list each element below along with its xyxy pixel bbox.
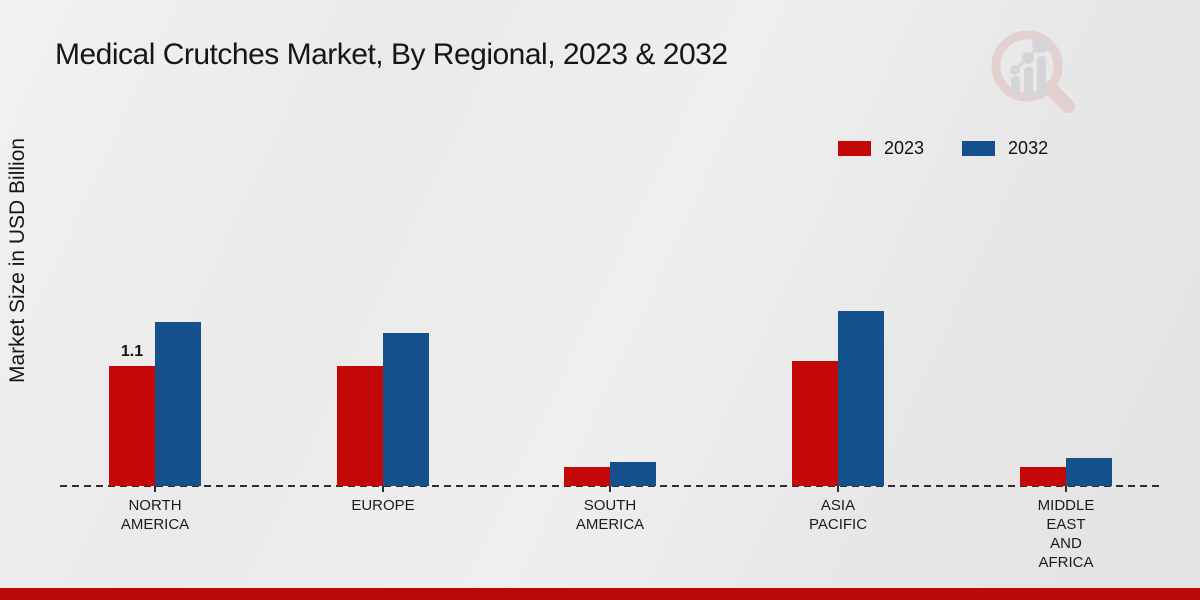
x-axis-tick-middle-east-and-africa [1065,486,1067,492]
x-axis-label-line: PACIFIC [808,516,868,533]
x-axis-label-line: AMERICA [120,516,190,533]
bar-north-america-2023 [109,366,155,486]
x-axis-label-line: AND [1050,535,1082,552]
legend: 2023 2032 [838,138,1048,159]
x-axis-label-line: MIDDLE [1037,497,1095,514]
x-axis-tick-north-america [154,486,156,492]
bar-asia-pacific-2023 [792,360,838,486]
footer-accent-bar [0,588,1200,600]
x-axis-tick-europe [382,486,384,492]
x-axis-label-line: SOUTH [583,497,637,514]
bar-south-america-2023 [564,467,610,486]
x-axis-label-north-america: NORTH AMERICA [80,496,230,534]
x-axis-label-middle-east-and-africa: MIDDLE EAST AND AFRICA [991,496,1141,572]
magnifier-bar-chart-logo-icon [991,30,1075,113]
x-axis-label-line: EUROPE [351,497,415,514]
legend-item-2032: 2032 [962,138,1048,159]
x-axis-label-europe: EUROPE [308,496,458,515]
x-axis-label-asia-pacific: ASIA PACIFIC [763,496,913,534]
bar-middle-east-and-africa-2032 [1066,457,1112,486]
x-axis-label-line: NORTH [128,497,182,514]
bar-europe-2032 [383,333,429,486]
x-axis-label-line: AMERICA [575,516,645,533]
legend-label-2032: 2032 [1008,138,1049,158]
x-axis-label-south-america: SOUTH AMERICA [535,496,685,534]
x-axis-label-line: ASIA [820,497,856,514]
x-axis-tick-south-america [609,486,611,492]
page-title: Medical Crutches Market, By Regional, 20… [55,38,728,71]
x-axis-tick-asia-pacific [837,486,839,492]
bar-europe-2023 [337,366,383,486]
legend-swatch-2032 [962,141,996,156]
bar-asia-pacific-2032 [838,311,884,486]
bar-north-america-2032 [155,322,201,486]
x-axis-label-line: AFRICA [1038,554,1094,571]
legend-item-2023: 2023 [838,138,924,159]
legend-swatch-2023 [838,141,871,156]
bar-value-label-north-america-2023: 1.1 [120,343,144,360]
bar-south-america-2032 [610,462,656,486]
y-axis-label: Market Size in USD Billion [6,137,29,383]
legend-label-2023: 2023 [884,138,925,158]
x-axis-label-line: EAST [1046,516,1086,533]
bar-middle-east-and-africa-2023 [1020,467,1066,486]
